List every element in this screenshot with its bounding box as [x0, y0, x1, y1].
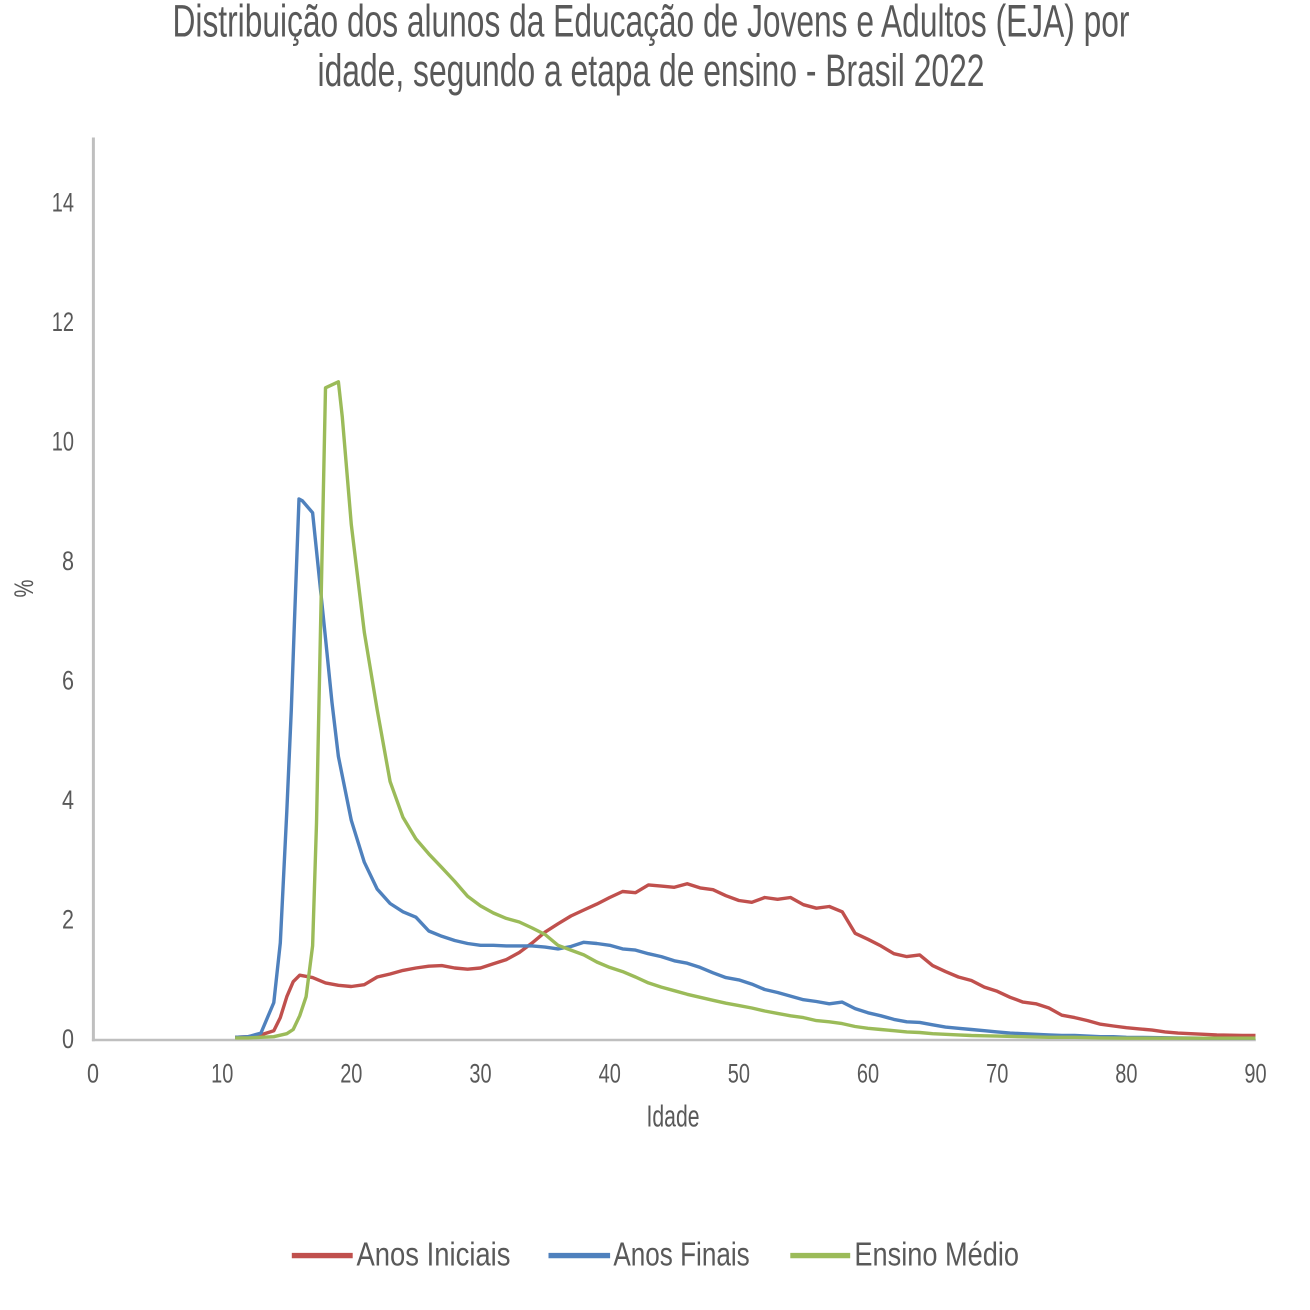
- svg-text:14: 14: [52, 187, 74, 217]
- svg-text:12: 12: [52, 307, 74, 337]
- svg-text:Idade: Idade: [647, 1099, 700, 1134]
- svg-text:70: 70: [986, 1059, 1008, 1089]
- svg-text:6: 6: [62, 665, 74, 695]
- svg-text:80: 80: [1115, 1059, 1137, 1089]
- svg-text:10: 10: [52, 426, 74, 456]
- svg-text:Anos Finais: Anos Finais: [613, 1236, 749, 1273]
- svg-text:4: 4: [62, 785, 74, 815]
- svg-text:0: 0: [62, 1024, 74, 1054]
- svg-text:idade, segundo a etapa de ensi: idade, segundo a etapa de ensino - Brasi…: [318, 45, 985, 96]
- svg-text:20: 20: [340, 1059, 362, 1089]
- svg-text:8: 8: [62, 546, 74, 576]
- svg-text:30: 30: [469, 1059, 491, 1089]
- svg-text:Distribuição dos alunos da Edu: Distribuição dos alunos da Educação de J…: [173, 0, 1130, 47]
- svg-text:90: 90: [1244, 1059, 1266, 1089]
- svg-text:60: 60: [857, 1059, 879, 1089]
- svg-text:0: 0: [87, 1059, 99, 1089]
- svg-text:%: %: [9, 580, 39, 598]
- svg-text:Anos Iniciais: Anos Iniciais: [357, 1236, 511, 1273]
- svg-text:40: 40: [599, 1059, 621, 1089]
- svg-text:10: 10: [211, 1059, 233, 1089]
- svg-text:Ensino Médio: Ensino Médio: [854, 1236, 1019, 1273]
- svg-text:2: 2: [62, 904, 74, 934]
- svg-text:50: 50: [728, 1059, 750, 1089]
